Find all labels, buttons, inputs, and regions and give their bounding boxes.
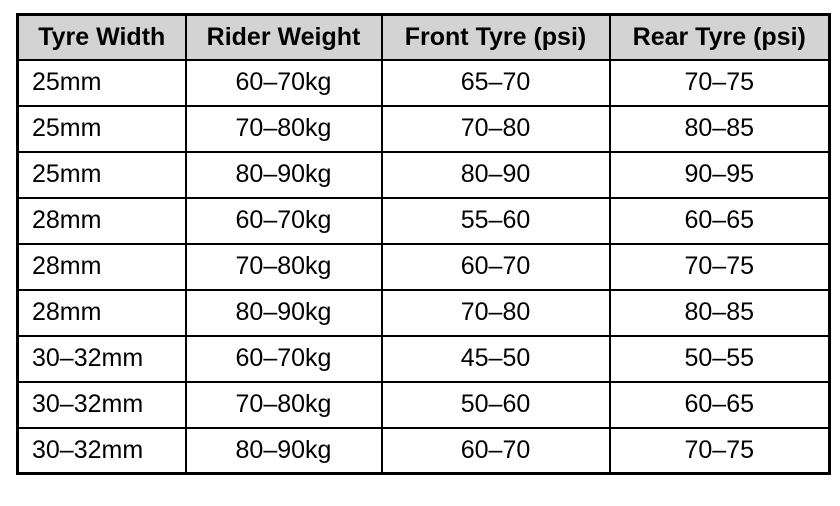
table-cell: 30–32mm xyxy=(16,426,187,475)
table-cell: 60–70 xyxy=(380,426,611,475)
table-body: 25mm 60–70kg 65–70 70–75 25mm 70–80kg 70–80 80–… xyxy=(16,58,831,475)
column-header-rider-weight: Rider Weight xyxy=(184,13,383,61)
table-cell: 50–60 xyxy=(380,380,611,429)
table-cell: 25mm xyxy=(16,150,187,199)
table-row: 25mm 80–90kg 80–90 90–95 xyxy=(16,150,831,199)
table-cell: 80–90 xyxy=(380,150,611,199)
table-cell: 60–70 xyxy=(380,242,611,291)
table-header-row: Tyre Width Rider Weight Front Tyre (psi)… xyxy=(16,13,831,61)
table-cell: 70–75 xyxy=(608,58,831,107)
table-cell: 60–70kg xyxy=(184,334,383,383)
column-header-tyre-width: Tyre Width xyxy=(16,13,187,61)
table-row: 28mm 60–70kg 55–60 60–65 xyxy=(16,196,831,245)
table-row: 28mm 80–90kg 70–80 80–85 xyxy=(16,288,831,337)
table-cell: 70–80kg xyxy=(184,380,383,429)
tyre-pressure-table: Tyre Width Rider Weight Front Tyre (psi)… xyxy=(16,13,831,475)
table-cell: 70–80kg xyxy=(184,104,383,153)
table-row: 30–32mm 60–70kg 45–50 50–55 xyxy=(16,334,831,383)
table-cell: 65–70 xyxy=(380,58,611,107)
table-cell: 70–80 xyxy=(380,104,611,153)
table-cell: 45–50 xyxy=(380,334,611,383)
column-header-front-tyre-psi: Front Tyre (psi) xyxy=(380,13,611,61)
table-cell: 30–32mm xyxy=(16,380,187,429)
table-cell: 28mm xyxy=(16,242,187,291)
table-cell: 80–85 xyxy=(608,104,831,153)
table-cell: 25mm xyxy=(16,58,187,107)
table-cell: 70–80kg xyxy=(184,242,383,291)
table-cell: 28mm xyxy=(16,196,187,245)
table-row: 30–32mm 70–80kg 50–60 60–65 xyxy=(16,380,831,429)
table-cell: 28mm xyxy=(16,288,187,337)
table-cell: 60–70kg xyxy=(184,58,383,107)
table-cell: 30–32mm xyxy=(16,334,187,383)
table-cell: 50–55 xyxy=(608,334,831,383)
table-cell: 70–80 xyxy=(380,288,611,337)
table-cell: 60–70kg xyxy=(184,196,383,245)
table-row: 28mm 70–80kg 60–70 70–75 xyxy=(16,242,831,291)
column-header-rear-tyre-psi: Rear Tyre (psi) xyxy=(608,13,831,61)
table-cell: 70–75 xyxy=(608,242,831,291)
table-cell: 60–65 xyxy=(608,196,831,245)
table-cell: 70–75 xyxy=(608,426,831,475)
table-cell: 25mm xyxy=(16,104,187,153)
table-row: 25mm 60–70kg 65–70 70–75 xyxy=(16,58,831,107)
table-row: 25mm 70–80kg 70–80 80–85 xyxy=(16,104,831,153)
table-cell: 80–85 xyxy=(608,288,831,337)
table-cell: 90–95 xyxy=(608,150,831,199)
table-cell: 80–90kg xyxy=(184,288,383,337)
table-cell: 80–90kg xyxy=(184,426,383,475)
tyre-pressure-table-container: Tyre Width Rider Weight Front Tyre (psi)… xyxy=(16,13,831,475)
table-cell: 80–90kg xyxy=(184,150,383,199)
table-row: 30–32mm 80–90kg 60–70 70–75 xyxy=(16,426,831,475)
table-cell: 55–60 xyxy=(380,196,611,245)
table-cell: 60–65 xyxy=(608,380,831,429)
